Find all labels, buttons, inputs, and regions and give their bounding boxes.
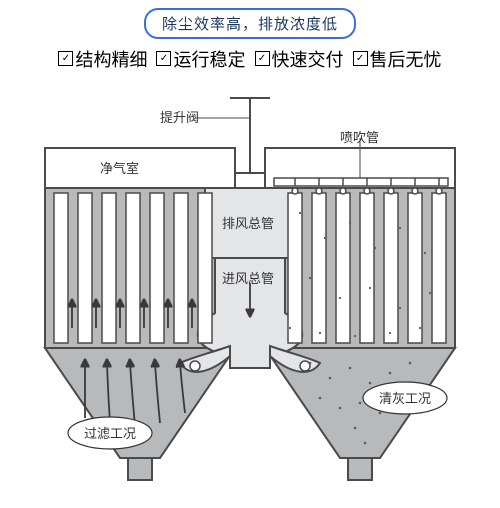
feature-item: ✓运行稳定 xyxy=(156,46,245,72)
headline-banner: 除尘效率高，排放浓度低 xyxy=(144,8,356,39)
dust-collector-diagram: 提升阀 净气室 喷吹管 排风总管 进风总管 过滤工况 清灰工况 xyxy=(10,78,490,498)
inlet-manifold-label: 进风总管 xyxy=(222,271,274,286)
headline-text: 除尘效率高，排放浓度低 xyxy=(162,16,338,33)
check-icon: ✓ xyxy=(353,51,368,66)
clean-air-room-label: 净气室 xyxy=(100,161,139,176)
feature-label: 售后无忧 xyxy=(370,46,442,72)
right-filter-bags xyxy=(288,193,446,343)
blow-pipe-label: 喷吹管 xyxy=(340,130,379,145)
lift-valve-label: 提升阀 xyxy=(160,110,199,125)
exhaust-manifold-label: 排风总管 xyxy=(222,216,274,231)
check-icon: ✓ xyxy=(255,51,270,66)
feature-label: 快速交付 xyxy=(272,46,344,72)
feature-item: ✓快速交付 xyxy=(255,46,344,72)
feature-item: ✓结构精细 xyxy=(58,46,147,72)
feature-label: 结构精细 xyxy=(75,46,147,72)
feature-row: ✓结构精细 ✓运行稳定 ✓快速交付 ✓售后无忧 xyxy=(0,45,500,72)
filter-mode-label: 过滤工况 xyxy=(84,426,136,441)
left-filter-bags xyxy=(54,193,212,343)
feature-item: ✓售后无忧 xyxy=(353,46,442,72)
cleaning-mode-label: 清灰工况 xyxy=(379,391,431,406)
feature-label: 运行稳定 xyxy=(173,46,245,72)
check-icon: ✓ xyxy=(156,51,171,66)
check-icon: ✓ xyxy=(58,51,73,66)
